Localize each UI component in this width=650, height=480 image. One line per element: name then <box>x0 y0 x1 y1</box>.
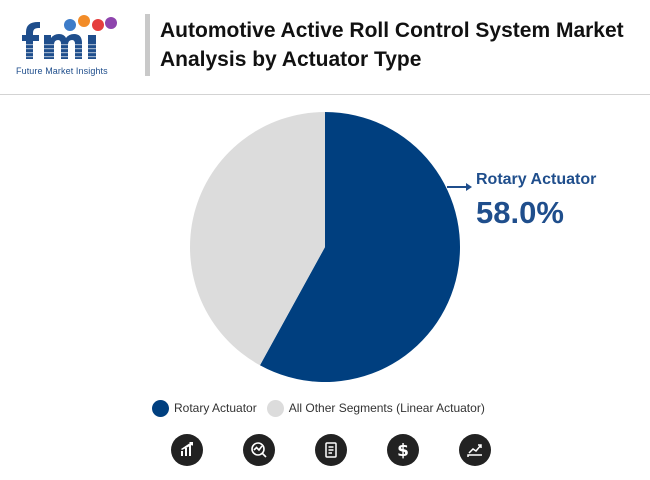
legend-label-rotary: Rotary Actuator <box>174 401 257 415</box>
legend-item-rotary: Rotary Actuator <box>152 399 257 417</box>
dollar-icon[interactable]: $ <box>387 434 419 466</box>
callout-value: 58.0% <box>476 195 564 230</box>
header: Future Market Insights Automotive Active… <box>0 0 650 94</box>
callout-label: Rotary Actuator <box>476 171 597 188</box>
logo-caption: Future Market Insights <box>16 66 108 76</box>
fmi-logo[interactable]: Future Market Insights <box>16 12 136 78</box>
callout-arrow <box>447 183 472 191</box>
market-analysis-icon[interactable] <box>243 434 275 466</box>
svg-text:$: $ <box>397 441 409 460</box>
legend-item-other: All Other Segments (Linear Actuator) <box>266 399 485 417</box>
page-title: Automotive Active Roll Control System Ma… <box>160 19 624 71</box>
footer-icon-row: $ <box>0 434 650 470</box>
chart-legend: Rotary Actuator All Other Segments (Line… <box>152 398 495 418</box>
legend-label-other: All Other Segments (Linear Actuator) <box>288 401 485 415</box>
legend-swatch-other <box>266 399 284 417</box>
pie-slice-other-segments <box>190 112 325 366</box>
title-accent-bar <box>145 14 150 76</box>
header-divider <box>0 94 650 95</box>
bar-chart-icon[interactable] <box>171 434 203 466</box>
report-document-icon[interactable] <box>315 434 347 466</box>
growth-chart-icon[interactable] <box>459 434 491 466</box>
fmi-logo-mark <box>22 15 117 59</box>
pie-chart <box>190 112 472 382</box>
pie-slice-rotary-actuator <box>259 112 460 382</box>
legend-swatch-rotary <box>152 399 169 417</box>
